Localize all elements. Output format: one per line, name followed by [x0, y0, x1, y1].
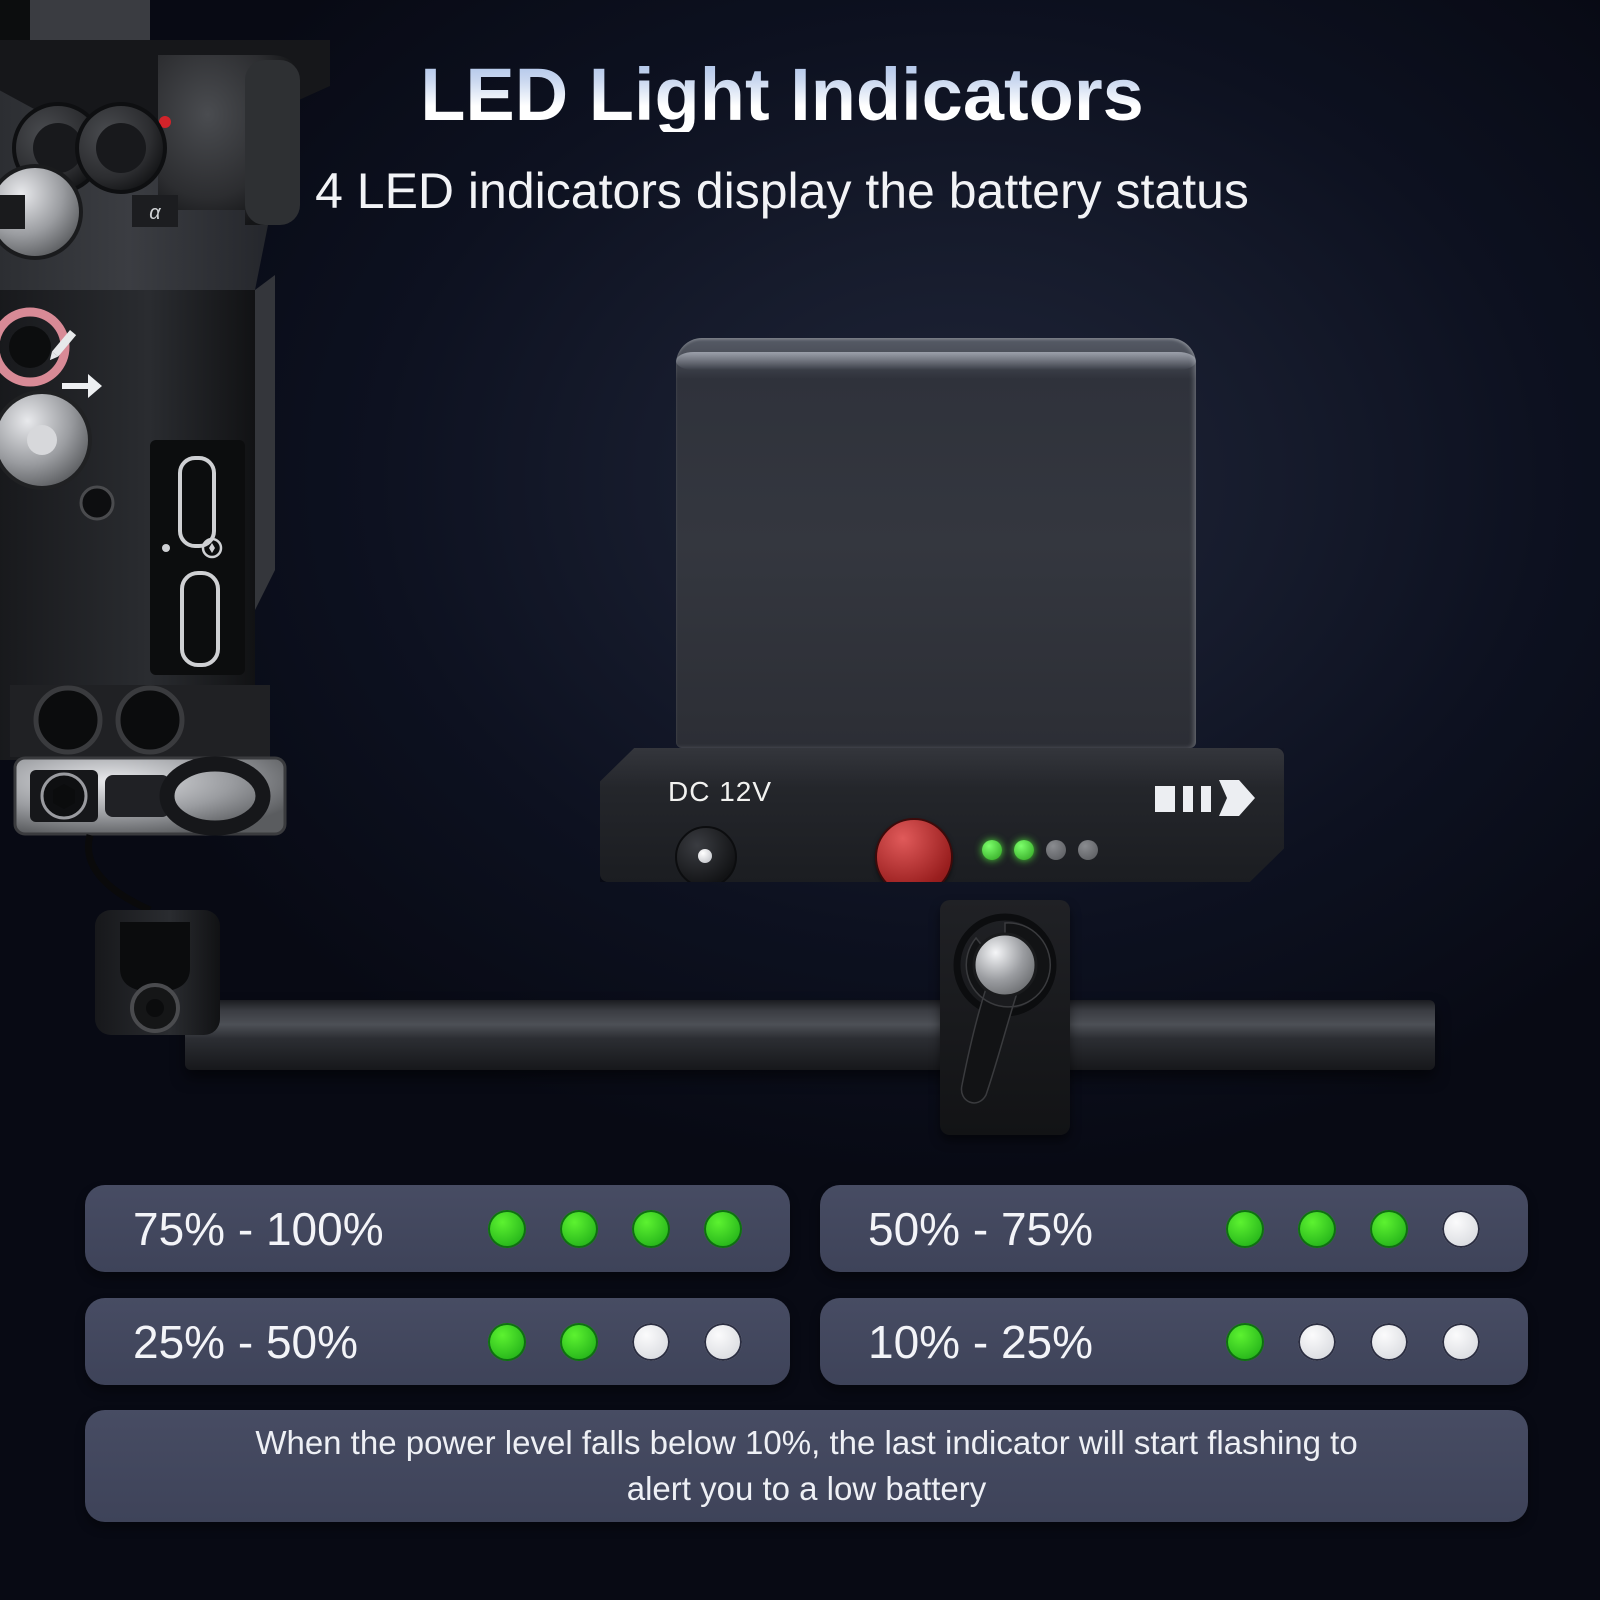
svg-text:α: α	[149, 202, 161, 224]
